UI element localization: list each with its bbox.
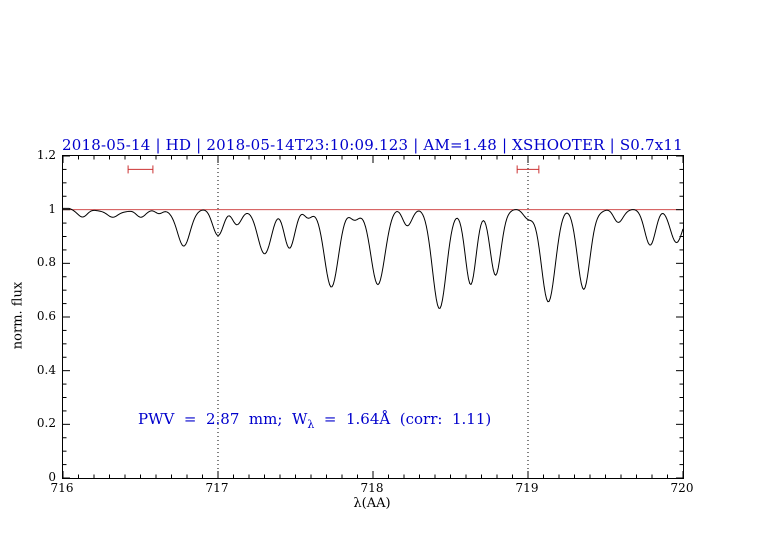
- x-tick-label: 719: [515, 481, 539, 495]
- pwv-annotation-prefix: PWV = 2.87 mm; W: [138, 410, 308, 428]
- y-tick-label: 1: [48, 201, 56, 216]
- y-tick-label: 0.6: [36, 309, 56, 323]
- x-axis-label: λ(AA): [353, 496, 391, 511]
- x-tick-label: 720: [670, 481, 694, 495]
- plot-title: 2018-05-14 | HD | 2018-05-14T23:10:09.12…: [62, 136, 683, 154]
- pwv-annotation-suffix: = 1.64Å (corr: 1.11): [314, 410, 492, 428]
- pwv-annotation-lambda-subscript: λ: [307, 418, 315, 431]
- plot-area: [62, 155, 684, 479]
- x-tick-label: 716: [50, 481, 74, 495]
- spectrum-line: [63, 207, 683, 309]
- y-tick-label: 0.8: [36, 255, 56, 270]
- y-tick-label: 0.4: [36, 362, 56, 377]
- spectrum-plot-canvas: [63, 156, 683, 478]
- y-tick-label: 0.2: [36, 416, 56, 431]
- x-tick-label: 718: [360, 481, 384, 495]
- x-tick-label: 717: [205, 481, 229, 495]
- pwv-annotation: PWV = 2.87 mm; Wλ = 1.64Å (corr: 1.11): [138, 410, 491, 431]
- y-tick-label: 1.2: [36, 148, 56, 162]
- y-tick-label: 0: [48, 470, 56, 484]
